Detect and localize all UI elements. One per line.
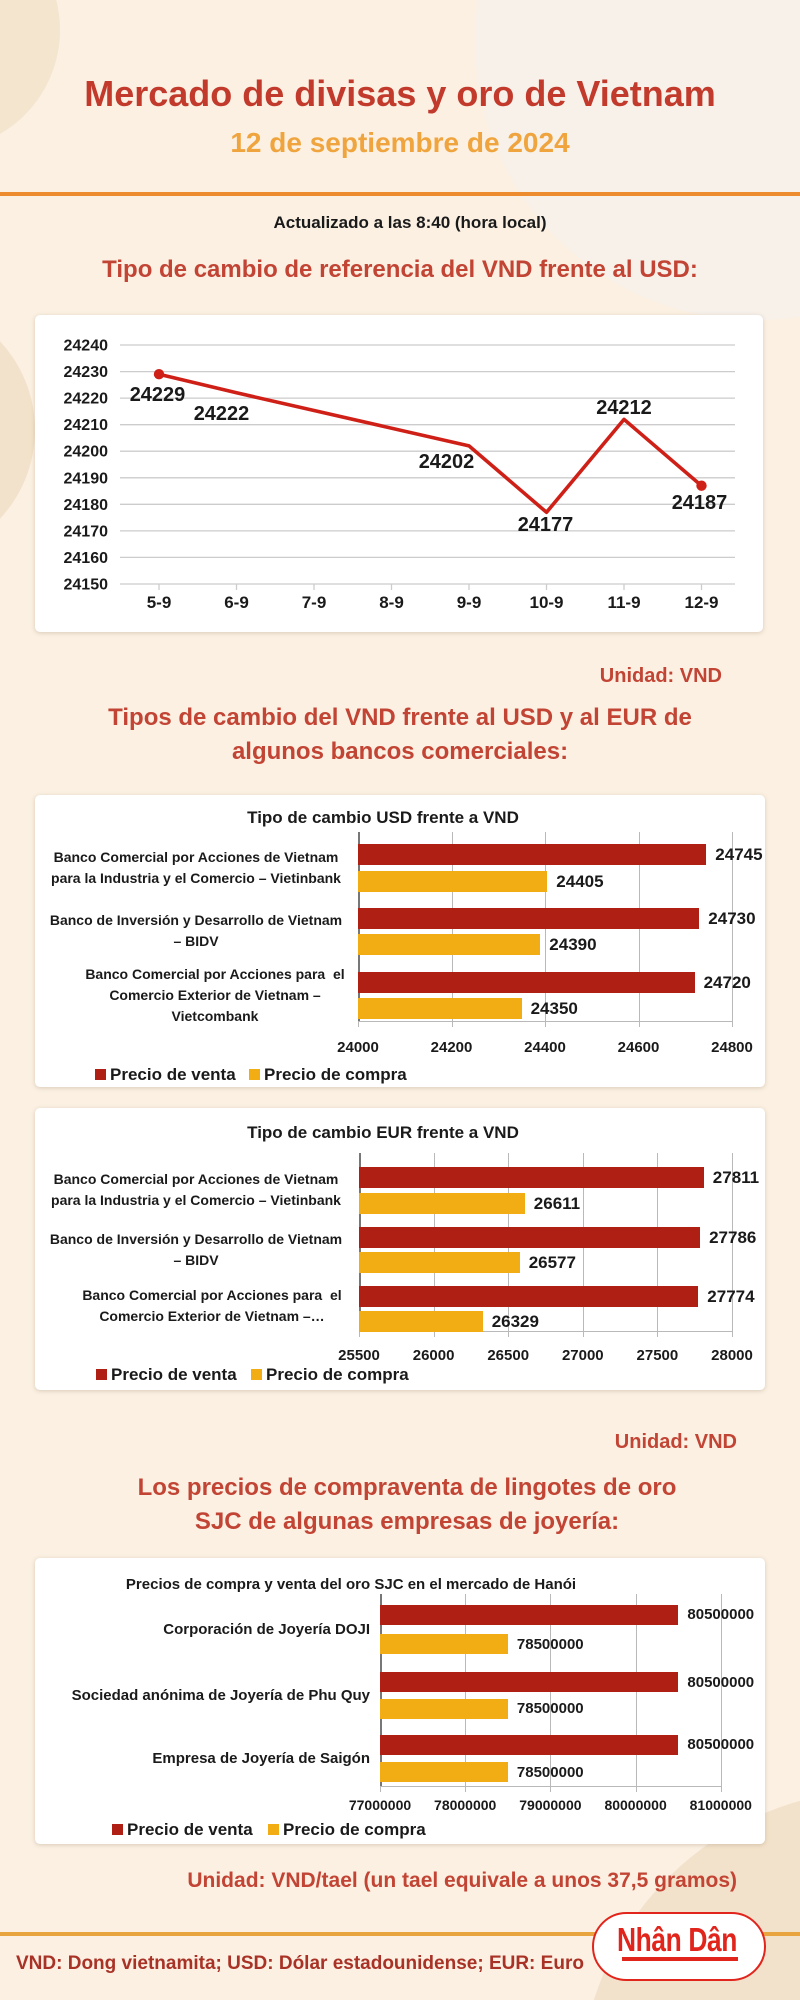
- svg-text:11-9: 11-9: [607, 593, 640, 612]
- svg-text:9-9: 9-9: [457, 593, 482, 612]
- svg-text:24202: 24202: [419, 451, 475, 473]
- svg-text:8-9: 8-9: [379, 593, 404, 612]
- svg-text:24180: 24180: [64, 497, 109, 514]
- svg-text:6-9: 6-9: [224, 593, 249, 612]
- svg-text:24212: 24212: [596, 397, 652, 419]
- svg-text:12-9: 12-9: [684, 593, 718, 612]
- svg-text:24229: 24229: [130, 384, 186, 406]
- svg-text:10-9: 10-9: [529, 593, 563, 612]
- svg-text:24150: 24150: [64, 577, 109, 594]
- svg-text:24160: 24160: [64, 550, 109, 567]
- svg-text:24222: 24222: [194, 403, 250, 425]
- svg-text:24170: 24170: [64, 523, 109, 540]
- svg-text:24190: 24190: [64, 470, 109, 487]
- svg-text:24200: 24200: [64, 444, 109, 461]
- svg-text:24230: 24230: [64, 364, 109, 381]
- svg-text:24187: 24187: [672, 492, 728, 514]
- svg-text:24240: 24240: [64, 338, 109, 355]
- svg-text:24220: 24220: [64, 391, 109, 408]
- svg-text:5-9: 5-9: [147, 593, 172, 612]
- svg-text:24210: 24210: [64, 417, 109, 434]
- svg-text:7-9: 7-9: [302, 593, 327, 612]
- svg-text:24177: 24177: [518, 514, 574, 536]
